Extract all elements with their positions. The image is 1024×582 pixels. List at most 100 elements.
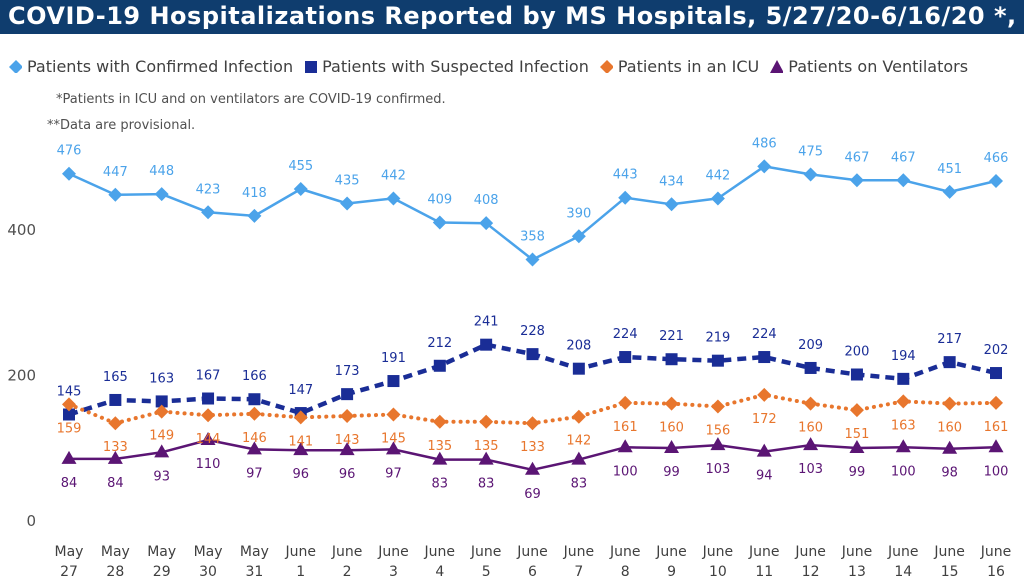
confirmed-data-label: 409 xyxy=(427,192,452,207)
ventilators-point xyxy=(339,442,355,456)
x-tick-label: 5 xyxy=(482,564,491,580)
ventilators-data-label: 83 xyxy=(478,477,495,492)
suspected-point xyxy=(850,368,863,381)
ventilators-point xyxy=(61,450,77,464)
confirmed-point xyxy=(989,173,1003,188)
suspected-data-label: 202 xyxy=(984,343,1009,358)
suspected-point xyxy=(711,354,724,367)
confirmed-point xyxy=(386,191,401,206)
suspected-data-label: 173 xyxy=(335,364,360,379)
ventilators-point xyxy=(154,444,170,458)
suspected-data-label: 194 xyxy=(891,349,916,364)
icu-data-label: 160 xyxy=(659,421,684,436)
confirmed-point xyxy=(62,166,76,181)
icu-point xyxy=(62,397,76,412)
x-tick-label: June xyxy=(563,544,595,560)
icu-data-label: 133 xyxy=(103,440,128,455)
x-tick-label: May xyxy=(101,544,130,560)
x-tick-label: 13 xyxy=(848,564,866,580)
legend-item-suspected: Patients with Suspected Infection xyxy=(303,57,589,76)
x-tick-label: 29 xyxy=(153,564,171,580)
icu-point xyxy=(942,396,957,411)
x-tick-label: June xyxy=(702,544,734,560)
icu-data-label: 145 xyxy=(381,432,406,447)
confirmed-data-label: 390 xyxy=(566,206,591,221)
legend-item-confirmed: Patients with Confirmed Infection xyxy=(8,57,293,76)
diamond-icon xyxy=(9,60,22,73)
icu-point xyxy=(432,414,447,429)
icu-point xyxy=(247,406,262,421)
icu-data-label: 133 xyxy=(520,440,545,455)
x-tick-label: 30 xyxy=(199,564,217,580)
icu-point xyxy=(618,395,633,410)
x-tick-label: June xyxy=(285,544,317,560)
confirmed-data-label: 448 xyxy=(149,164,174,179)
confirmed-point xyxy=(757,159,772,174)
icu-point xyxy=(293,410,308,425)
ventilators-data-label: 69 xyxy=(524,487,541,502)
suspected-point xyxy=(248,393,261,406)
ventilators-point xyxy=(525,461,540,475)
x-tick-label: 2 xyxy=(343,564,352,580)
ventilators-point xyxy=(942,440,958,454)
x-tick-label: June xyxy=(933,544,965,560)
suspected-data-label: 224 xyxy=(752,327,777,342)
legend-label: Patients in an ICU xyxy=(617,56,760,76)
suspected-point xyxy=(63,408,75,421)
icu-data-label: 146 xyxy=(242,431,267,446)
suspected-data-label: 241 xyxy=(474,315,499,330)
suspected-point xyxy=(109,393,122,406)
y-tick-label: 0 xyxy=(26,512,36,530)
x-tick-label: June xyxy=(748,544,780,560)
x-tick-label: 9 xyxy=(667,564,676,580)
suspected-data-label: 221 xyxy=(659,329,684,344)
icu-point xyxy=(664,396,679,411)
legend-item-ventilators: Patients on Ventilators xyxy=(769,57,968,76)
confirmed-data-label: 435 xyxy=(335,174,360,189)
confirmed-data-label: 418 xyxy=(242,186,267,201)
suspected-point xyxy=(480,338,493,351)
ventilators-data-label: 103 xyxy=(705,462,730,477)
suspected-data-label: 167 xyxy=(196,369,221,384)
ventilators-point xyxy=(571,451,587,465)
confirmed-point xyxy=(201,205,216,220)
suspected-data-label: 208 xyxy=(566,339,591,354)
x-tick-label: 31 xyxy=(245,564,263,580)
x-tick-label: 6 xyxy=(528,564,537,580)
icu-data-label: 172 xyxy=(752,412,777,427)
ventilators-point xyxy=(617,439,633,453)
x-tick-label: June xyxy=(794,544,826,560)
icu-data-label: 156 xyxy=(705,424,730,439)
icu-point xyxy=(803,396,818,411)
suspected-data-label: 145 xyxy=(57,385,82,400)
suspected-point xyxy=(433,359,446,372)
suspected-data-label: 163 xyxy=(149,371,174,386)
legend-label: Patients with Suspected Infection xyxy=(322,56,589,76)
x-tick-label: 8 xyxy=(621,564,630,580)
confirmed-data-label: 442 xyxy=(381,168,406,183)
ventilators-data-label: 100 xyxy=(891,464,916,479)
ventilators-point xyxy=(803,437,819,451)
x-tick-label: 10 xyxy=(709,564,727,580)
x-tick-label: 15 xyxy=(941,564,959,580)
ventilators-data-label: 99 xyxy=(663,465,680,480)
ventilators-data-label: 96 xyxy=(292,467,309,482)
confirmed-point xyxy=(293,181,308,196)
suspected-data-label: 147 xyxy=(288,383,313,398)
x-tick-label: May xyxy=(147,544,176,560)
x-tick-label: June xyxy=(470,544,502,560)
icu-point xyxy=(571,409,586,424)
icu-point xyxy=(108,416,123,431)
x-tick-label: May xyxy=(55,544,84,560)
x-tick-label: 16 xyxy=(987,564,1005,580)
suspected-data-label: 219 xyxy=(705,331,730,346)
ventilators-data-label: 98 xyxy=(941,466,958,481)
icu-data-label: 149 xyxy=(149,429,174,444)
suspected-point xyxy=(341,388,354,401)
confirmed-data-label: 467 xyxy=(891,150,916,165)
ventilators-point xyxy=(756,443,772,457)
confirmed-point xyxy=(432,215,447,230)
suspected-data-label: 166 xyxy=(242,369,267,384)
chart-title: COVID-19 Hospitalizations Reported by MS… xyxy=(8,2,1024,30)
ventilators-data-label: 97 xyxy=(246,466,263,481)
